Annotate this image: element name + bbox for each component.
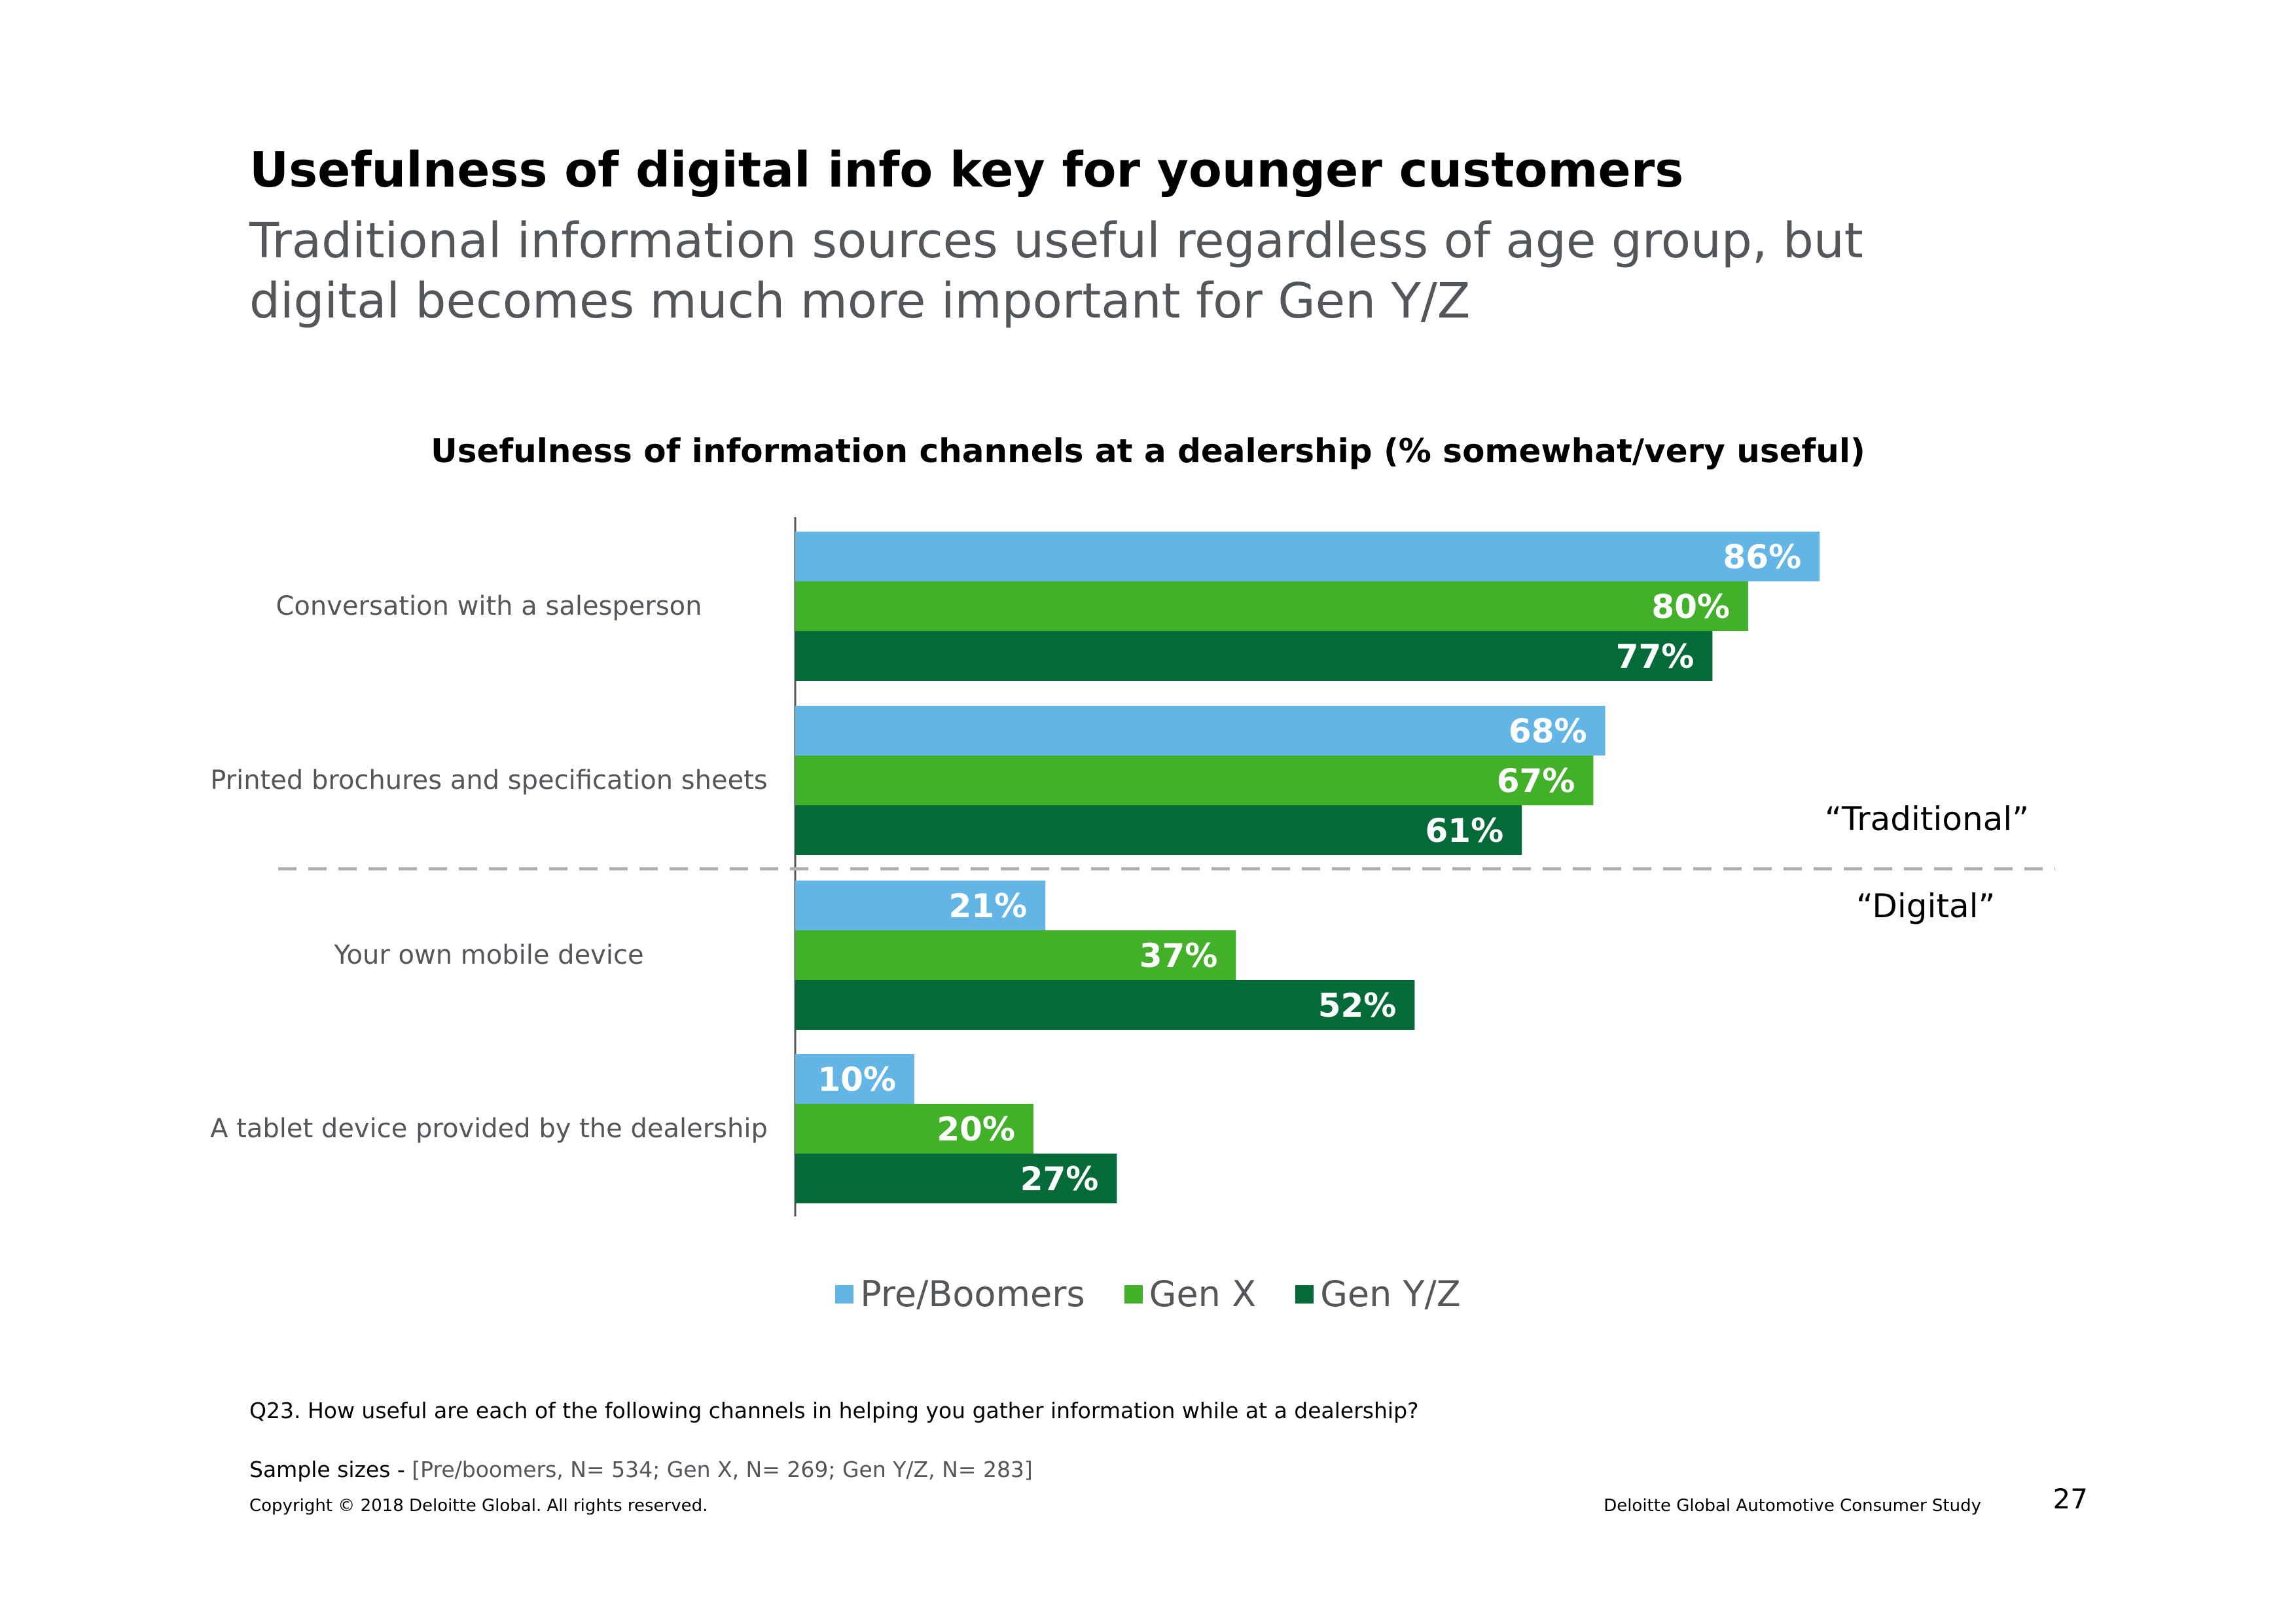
legend-item-gen-yz: Gen Y/Z: [1295, 1273, 1461, 1315]
category-label-a-tablet-device-provided-by-the-dealership: A tablet device provided by the dealersh…: [210, 1114, 768, 1144]
legend-item-gen-x: Gen X: [1124, 1273, 1256, 1315]
bar-printed-brochures-and-specification-sheets-gen-y-z: [795, 805, 1522, 855]
chart-legend: Pre/Boomers Gen X Gen Y/Z: [0, 1273, 2296, 1315]
bar-a-tablet-device-provided-by-the-dealership-pre-boomers: [795, 1054, 914, 1104]
data-label-conversation-with-a-salesperson-gen-y-z: 77%: [1616, 638, 1695, 676]
bar-conversation-with-a-salesperson-pre-boomers: [795, 532, 1820, 581]
legend-swatch-pre-boomers: [835, 1285, 854, 1304]
bar-conversation-with-a-salesperson-gen-x: [795, 581, 1748, 631]
sample-sizes-label: Sample sizes -: [249, 1457, 412, 1482]
legend-item-pre-boomers: Pre/Boomers: [835, 1273, 1085, 1315]
data-label-a-tablet-device-provided-by-the-dealership-gen-y-z: 27%: [1020, 1160, 1099, 1198]
copyright-notice: Copyright © 2018 Deloitte Global. All ri…: [249, 1496, 708, 1516]
digital-group-label: “Digital”: [1856, 887, 1996, 925]
legend-label-gen-x: Gen X: [1149, 1273, 1257, 1315]
data-label-a-tablet-device-provided-by-the-dealership-gen-x: 20%: [937, 1110, 1015, 1148]
legend-swatch-gen-x: [1124, 1285, 1143, 1304]
data-label-your-own-mobile-device-pre-boomers: 21%: [949, 887, 1028, 925]
bar-printed-brochures-and-specification-sheets-pre-boomers: [795, 706, 1605, 756]
slide-subtitle: Traditional information sources useful r…: [249, 213, 1863, 329]
data-label-a-tablet-device-provided-by-the-dealership-pre-boomers: 10%: [817, 1061, 896, 1099]
data-label-your-own-mobile-device-gen-y-z: 52%: [1318, 987, 1397, 1025]
bar-your-own-mobile-device-gen-x: [795, 930, 1236, 980]
sample-sizes-value: [Pre/boomers, N= 534; Gen X, N= 269; Gen…: [412, 1457, 1033, 1482]
bar-a-tablet-device-provided-by-the-dealership-gen-y-z: [795, 1154, 1117, 1203]
category-label-printed-brochures-and-specification-sheets: Printed brochures and specification shee…: [210, 765, 768, 795]
bar-conversation-with-a-salesperson-gen-y-z: [795, 631, 1713, 681]
category-label-conversation-with-a-salesperson: Conversation with a salesperson: [276, 591, 702, 621]
category-label-your-own-mobile-device: Your own mobile device: [334, 940, 644, 970]
legend-label-gen-yz: Gen Y/Z: [1320, 1273, 1461, 1315]
page-number: 27: [2053, 1483, 2088, 1515]
legend-swatch-gen-yz: [1295, 1285, 1314, 1304]
traditional-group-label: “Traditional”: [1825, 800, 2030, 838]
bar-printed-brochures-and-specification-sheets-gen-x: [795, 756, 1594, 805]
data-label-printed-brochures-and-specification-sheets-gen-y-z: 61%: [1426, 812, 1504, 850]
legend-label-pre-boomers: Pre/Boomers: [860, 1273, 1085, 1315]
data-label-printed-brochures-and-specification-sheets-pre-boomers: 68%: [1509, 712, 1587, 750]
study-name: Deloitte Global Automotive Consumer Stud…: [1604, 1496, 1981, 1516]
data-label-your-own-mobile-device-gen-x: 37%: [1139, 937, 1218, 975]
slide-title: Usefulness of digital info key for young…: [249, 142, 1684, 198]
bar-a-tablet-device-provided-by-the-dealership-gen-x: [795, 1104, 1033, 1154]
chart-title: Usefulness of information channels at a …: [431, 432, 1865, 470]
bar-your-own-mobile-device-pre-boomers: [795, 881, 1046, 930]
bar-your-own-mobile-device-gen-y-z: [795, 980, 1415, 1030]
survey-question: Q23. How useful are each of the followin…: [249, 1398, 1419, 1423]
data-label-conversation-with-a-salesperson-pre-boomers: 86%: [1723, 538, 1802, 576]
data-label-conversation-with-a-salesperson-gen-x: 80%: [1651, 588, 1730, 626]
data-label-printed-brochures-and-specification-sheets-gen-x: 67%: [1497, 762, 1575, 800]
sample-sizes: Sample sizes - [Pre/boomers, N= 534; Gen…: [249, 1457, 1033, 1482]
